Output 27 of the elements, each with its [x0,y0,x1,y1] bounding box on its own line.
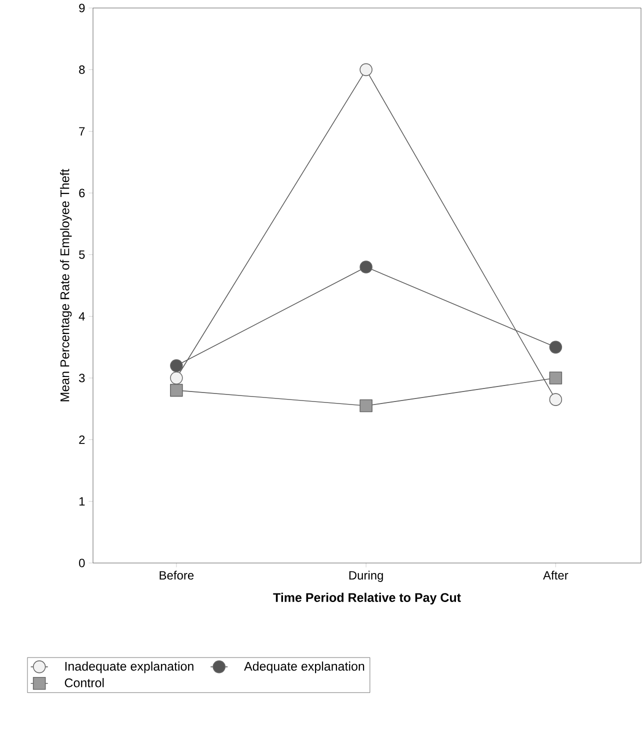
point [360,260,372,274]
y-tick-label: 2 [79,435,85,444]
point [170,359,183,372]
y-tick-label: 1 [79,497,85,506]
point [170,372,183,384]
y-tick-label: 4 [78,312,85,320]
legend-label: Adequate explanation [244,662,364,674]
x-tick-label: Before [160,570,194,580]
point [549,372,562,384]
point [549,340,562,354]
legend-label: Inadequate explanation [65,662,194,674]
y-axis-title: Mean Percentage Rate of Employee Theft [60,168,72,402]
y-tick-label: 0 [79,558,85,568]
x-axis-title: Time Period Relative to Pay Cut [273,592,461,604]
y-tick-label: 5 [79,250,85,259]
x-tick-label: After [543,570,568,580]
y-tick-label: 8 [79,65,85,74]
y-tick-label: 9 [79,4,85,12]
legend-label: Control [64,678,104,688]
x-tick-label: During [349,570,383,582]
point [170,384,183,397]
point [549,393,562,406]
y-tick-label: 3 [79,374,85,382]
y-tick-label: 7 [79,127,85,136]
y-tick-label: 6 [79,188,85,198]
point [360,399,372,412]
point [360,63,372,76]
